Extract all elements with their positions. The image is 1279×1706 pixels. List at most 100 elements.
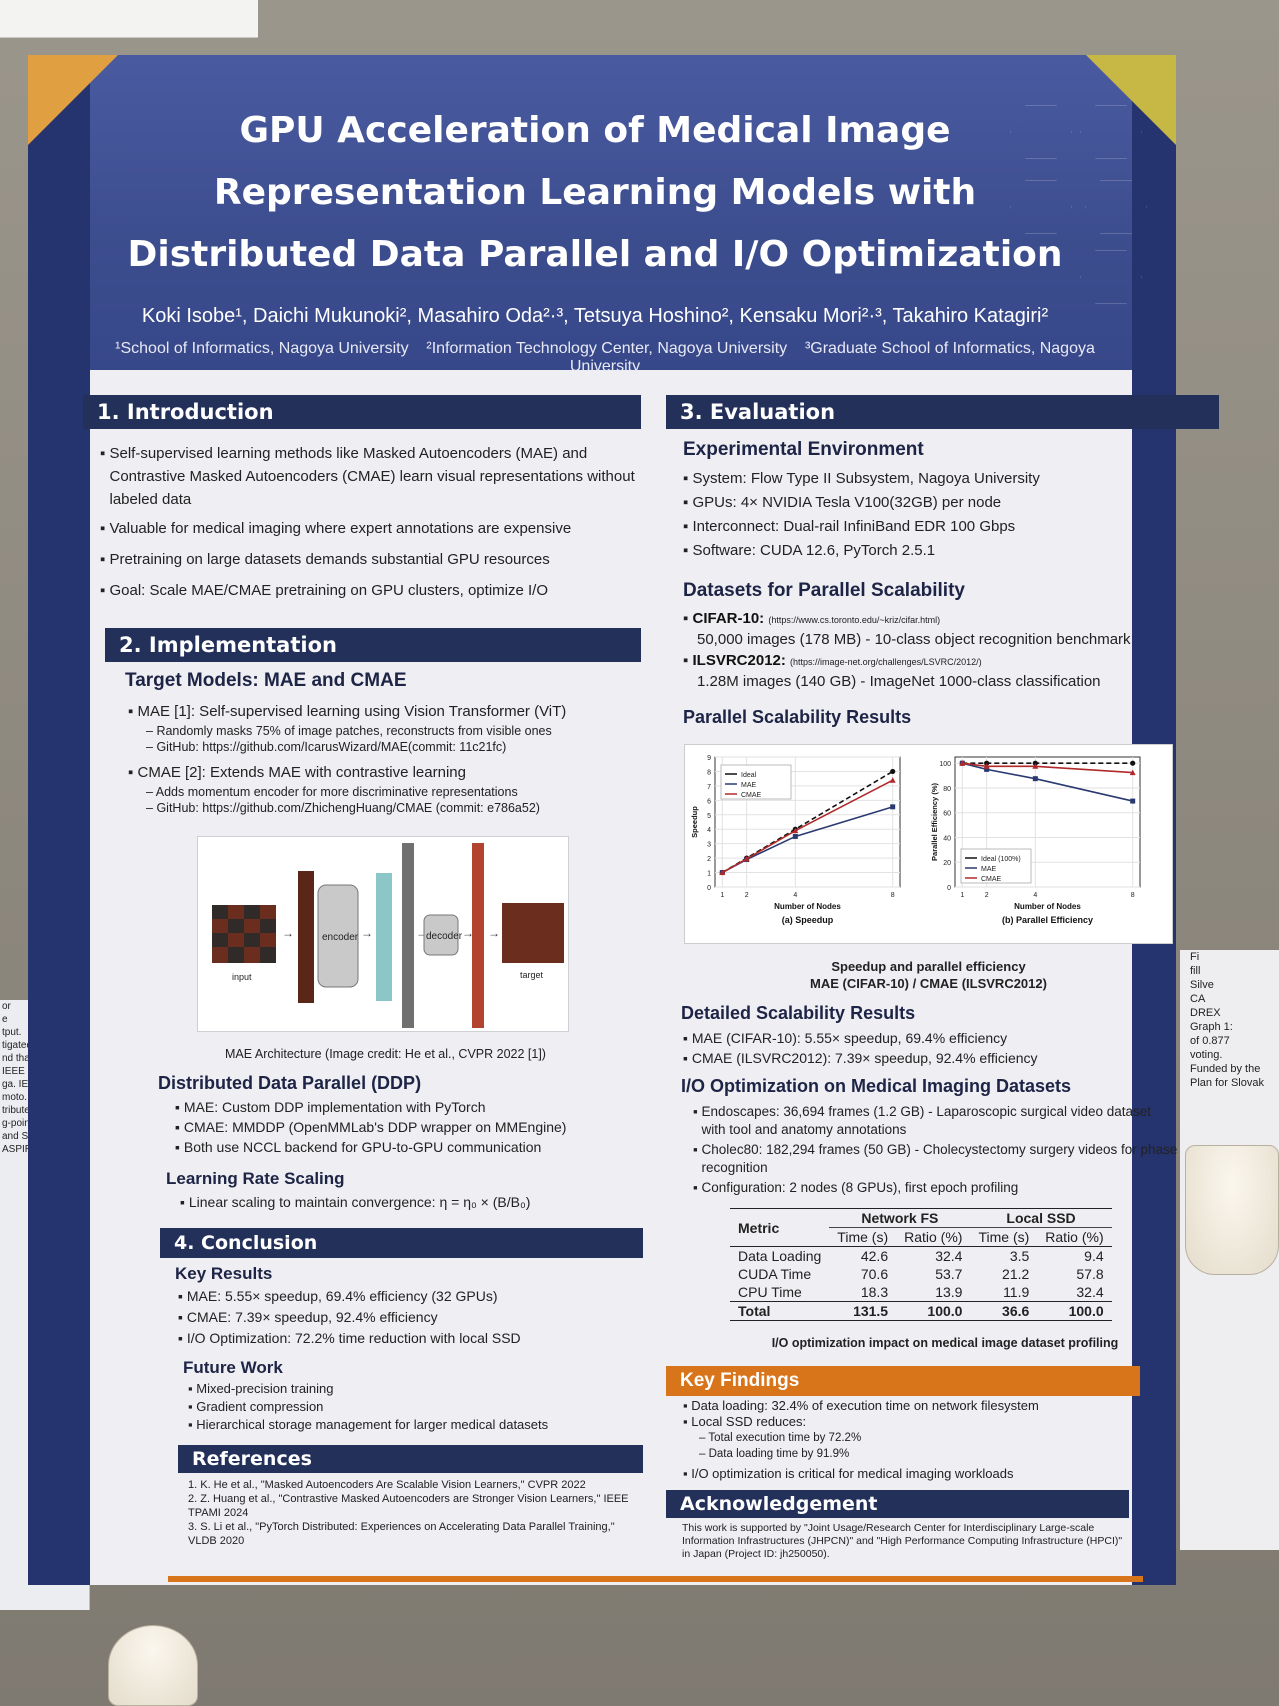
fragment-text: IEEE 103.3 bbox=[2, 1066, 53, 1077]
fragment-text: DREX bbox=[1190, 1007, 1221, 1019]
y-tick-label: 0 bbox=[947, 885, 951, 892]
acknowledgement-heading: Acknowledgement bbox=[666, 1490, 1129, 1518]
legend-label: MAE bbox=[981, 866, 997, 873]
x-tick-label: 2 bbox=[745, 892, 749, 899]
list-item: GPUs: 4× NVIDIA Tesla V100(32GB) per nod… bbox=[692, 494, 1002, 511]
data-point bbox=[984, 766, 990, 772]
fragment-text: CA bbox=[1190, 993, 1206, 1005]
table-header: Metric bbox=[738, 1219, 780, 1236]
mae-item: MAE [1]: Self-supervised learning using … bbox=[137, 703, 567, 720]
table-cell: 21.2 bbox=[1002, 1266, 1030, 1282]
affiliation: ²Information Technology Center, Nagoya U… bbox=[426, 340, 788, 357]
fragment-text: or bbox=[2, 1001, 11, 1012]
y-tick-label: 3 bbox=[707, 842, 711, 849]
chart-caption-line: MAE (CIFAR-10) / CMAE (ILSVRC2012) bbox=[810, 976, 1047, 991]
scalability-charts: 0 1 2 3 4 5 6 7 8 9 1 2 4 8 Number of Nodes (a) Speedup… bbox=[690, 755, 1141, 925]
table-header: Time (s) bbox=[837, 1229, 889, 1245]
table-cell: 32.4 bbox=[935, 1248, 963, 1264]
hex-decoration bbox=[1010, 105, 1072, 159]
data-point bbox=[983, 763, 990, 769]
chart-title: (a) Speedup bbox=[782, 915, 834, 925]
list-item: System: Flow Type II Subsystem, Nagoya U… bbox=[692, 470, 1040, 487]
reference-item: 3. S. Li et al., "PyTorch Distributed: E… bbox=[188, 1521, 615, 1547]
data-point bbox=[1032, 760, 1038, 766]
target-models-heading: Target Models: MAE and CMAE bbox=[125, 670, 407, 691]
corner-decoration-right bbox=[1086, 55, 1176, 145]
list-item: Interconnect: Dual-rail InfiniBand EDR 1… bbox=[692, 518, 1016, 535]
y-tick-label: 5 bbox=[707, 813, 711, 820]
fragment-text: Graph 1: bbox=[1190, 1021, 1233, 1033]
legend-label: MAE bbox=[741, 782, 757, 789]
series-line-mae bbox=[962, 762, 1133, 802]
authors: Koki Isobe¹, Daichi Mukunoki², Masahiro … bbox=[141, 305, 1049, 327]
table-cell: 100.0 bbox=[1068, 1303, 1104, 1319]
env-heading: Experimental Environment bbox=[683, 439, 924, 460]
table-cell: 131.5 bbox=[853, 1303, 889, 1319]
poster-title: GPU Acceleration of Medical Image Repres… bbox=[90, 100, 1100, 286]
legend-label: CMAE bbox=[741, 792, 762, 799]
table-cell: 53.7 bbox=[935, 1266, 963, 1282]
reference-item: 2. Z. Huang et al., "Contrastive Masked … bbox=[188, 1493, 629, 1519]
corner-decoration-left bbox=[28, 55, 118, 145]
cifar-name: CIFAR-10: bbox=[692, 610, 765, 627]
table-row: CPU Time 18.3 13.9 11.9 32.4 bbox=[730, 1283, 1112, 1302]
legend-label: CMAE bbox=[981, 876, 1002, 883]
table-row: Data Loading 42.6 32.4 3.5 9.4 bbox=[730, 1247, 1112, 1266]
data-point bbox=[719, 869, 726, 876]
fragment-text: ga. IEICE bbox=[2, 1079, 45, 1090]
data-point bbox=[743, 855, 750, 862]
table-cell: 11.9 bbox=[1003, 1284, 1030, 1300]
sub-item: – GitHub: https://github.com/IcarusWizar… bbox=[146, 740, 507, 754]
table-cell: 57.8 bbox=[1076, 1266, 1104, 1282]
sub-item: Data loading time by 91.9% bbox=[708, 1448, 850, 1460]
table-row: Total 131.5 100.0 36.6 100.0 bbox=[730, 1301, 1112, 1321]
fragment-text: Silve bbox=[1190, 979, 1214, 991]
lr-scaling-item: ▪ Linear scaling to maintain convergence… bbox=[180, 1194, 531, 1210]
io-profiling-table: Metric Network FS Local SSD Time (s) Rat… bbox=[730, 1208, 1112, 1321]
input-label: input bbox=[232, 972, 252, 982]
chart-title: (b) Parallel Efficiency bbox=[1002, 915, 1093, 925]
data-point bbox=[1032, 776, 1038, 782]
y-tick-label: 0 bbox=[707, 885, 711, 892]
list-item: MAE: Custom DDP implementation with PyTo… bbox=[183, 1099, 486, 1115]
cifar-url: (https://www.cs.toronto.edu/~kriz/cifar.… bbox=[768, 615, 941, 625]
data-point bbox=[984, 760, 990, 766]
list-item: Linear scaling to maintain convergence: … bbox=[188, 1194, 531, 1210]
list-item: I/O optimization is critical for medical… bbox=[691, 1466, 1014, 1481]
table-header: Network FS bbox=[829, 1208, 971, 1228]
list-item: Hierarchical storage management for larg… bbox=[196, 1417, 549, 1432]
ddp-heading: Distributed Data Parallel (DDP) bbox=[158, 1073, 422, 1093]
key-findings-list: ▪ Data loading: 32.4% of execution time … bbox=[683, 1398, 1039, 1481]
target-label: target bbox=[520, 970, 544, 980]
io-list: ▪ Endoscapes: 36,694 frames (1.2 GB) - L… bbox=[693, 1104, 1178, 1195]
list-item: Cholec80: 182,294 frames (50 GB) - Chole… bbox=[701, 1142, 1178, 1175]
y-axis-label: Parallel Efficiency (%) bbox=[930, 783, 939, 861]
sub-item: – Adds momentum encoder for more discrim… bbox=[146, 785, 518, 799]
section-evaluation-heading: 3. Evaluation bbox=[666, 395, 1219, 429]
list-item: CMAE: MMDDP (OpenMMLab's DDP wrapper on … bbox=[183, 1119, 567, 1135]
ilsvrc-desc: 1.28M images (140 GB) - ImageNet 1000-cl… bbox=[697, 673, 1101, 690]
future-work-list: ▪ Mixed-precision training ▪ Gradient co… bbox=[188, 1381, 549, 1432]
hex-decoration bbox=[1085, 180, 1147, 234]
ilsvrc-url: (https://image-net.org/challenges/LSVRC/… bbox=[790, 657, 982, 667]
table-header: Ratio (%) bbox=[1045, 1229, 1104, 1245]
sub-item-text: GitHub: https://github.com/ZhichengHuang… bbox=[156, 801, 540, 815]
reference-item: 1. K. He et al., "Masked Autoencoders Ar… bbox=[188, 1479, 586, 1491]
y-tick-label: 40 bbox=[943, 835, 951, 842]
list-item: CMAE: 7.39× speedup, 92.4% efficiency bbox=[186, 1309, 438, 1325]
list-item: Endoscapes: 36,694 frames (1.2 GB) - Lap… bbox=[701, 1104, 1152, 1137]
detailed-results-list: ▪ MAE (CIFAR-10): 5.55× speedup, 69.4% e… bbox=[683, 1030, 1038, 1066]
poster-header bbox=[90, 55, 1132, 370]
list-item: Valuable for medical imaging where exper… bbox=[109, 520, 572, 537]
paper-cup bbox=[1185, 1145, 1279, 1275]
chart-caption-line: Speedup and parallel efficiency bbox=[831, 959, 1026, 974]
input-image bbox=[212, 905, 276, 963]
data-point bbox=[792, 827, 799, 834]
table-cell: Total bbox=[738, 1303, 771, 1319]
section-conclusion-heading: 4. Conclusion bbox=[160, 1228, 643, 1258]
y-tick-label: 7 bbox=[707, 784, 711, 791]
arrow-icon: → bbox=[282, 926, 294, 940]
encoded-tokens bbox=[376, 873, 392, 1001]
hex-decoration bbox=[1010, 180, 1072, 234]
fragment-text: voting. bbox=[1190, 1049, 1223, 1061]
